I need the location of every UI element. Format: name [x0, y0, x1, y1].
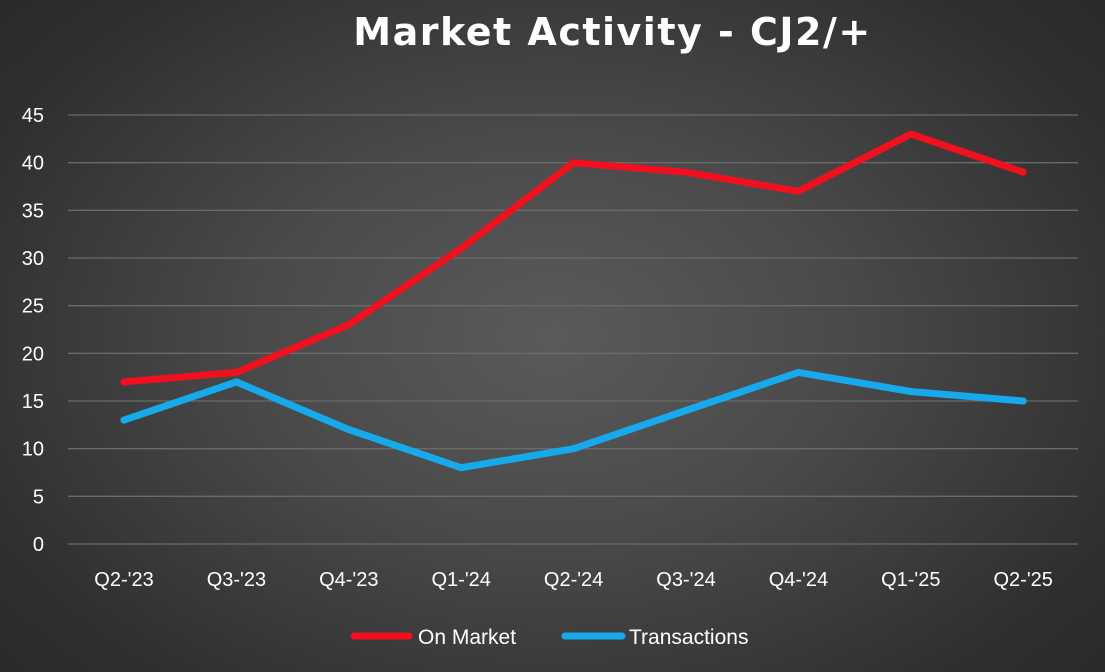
series-transactions: [120, 368, 1027, 472]
x-tick-label: Q1-'24: [431, 569, 490, 591]
data-point: [907, 130, 915, 138]
legend-label: On Market: [418, 626, 516, 649]
data-point: [345, 321, 353, 329]
data-point: [682, 407, 690, 415]
legend-label: Transactions: [629, 626, 748, 649]
x-tick-label: Q4-'24: [769, 569, 828, 591]
y-tick-label: 15: [22, 391, 44, 413]
gridlines: [68, 114, 1078, 545]
y-tick-label: 35: [22, 200, 44, 222]
data-point: [907, 387, 915, 395]
legend-item: Transactions: [561, 626, 748, 649]
data-point: [345, 426, 353, 434]
x-tick-label: Q3-'24: [656, 569, 715, 591]
y-tick-label: 10: [22, 439, 44, 461]
legend-item: On Market: [350, 626, 516, 649]
data-point: [120, 378, 128, 386]
x-tick-label: Q2-'23: [94, 569, 153, 591]
data-point: [570, 445, 578, 453]
data-point: [232, 368, 240, 376]
y-tick-label: 45: [22, 105, 44, 127]
data-point: [1019, 168, 1027, 176]
x-tick-label: Q4-'23: [319, 569, 378, 591]
y-tick-label: 0: [33, 534, 44, 556]
y-tick-label: 20: [22, 343, 44, 365]
x-tick-label: Q2-'24: [544, 569, 603, 591]
y-tick-label: 5: [33, 486, 44, 508]
data-point: [794, 368, 802, 376]
y-axis: 0 5 10 15 20 25 30 35 40 45: [22, 105, 44, 556]
legend: On Market Transactions: [350, 626, 748, 649]
series-line: [120, 368, 1027, 472]
data-point: [794, 187, 802, 195]
data-point: [457, 244, 465, 252]
series-on-market: [120, 130, 1027, 386]
data-point: [570, 159, 578, 167]
data-point: [1019, 397, 1027, 405]
y-tick-label: 30: [22, 248, 44, 270]
x-tick-label: Q3-'23: [207, 569, 266, 591]
x-axis: Q2-'23 Q3-'23 Q4-'23 Q1-'24 Q2-'24 Q3-'24 Q4-'…: [94, 569, 1053, 591]
x-tick-label: Q1-'25: [881, 569, 940, 591]
data-point: [232, 378, 240, 386]
data-point: [120, 416, 128, 424]
x-tick-label: Q2-'25: [993, 569, 1052, 591]
data-point: [457, 464, 465, 472]
data-point: [682, 168, 690, 176]
y-tick-label: 40: [22, 153, 44, 175]
y-tick-label: 25: [22, 296, 44, 318]
